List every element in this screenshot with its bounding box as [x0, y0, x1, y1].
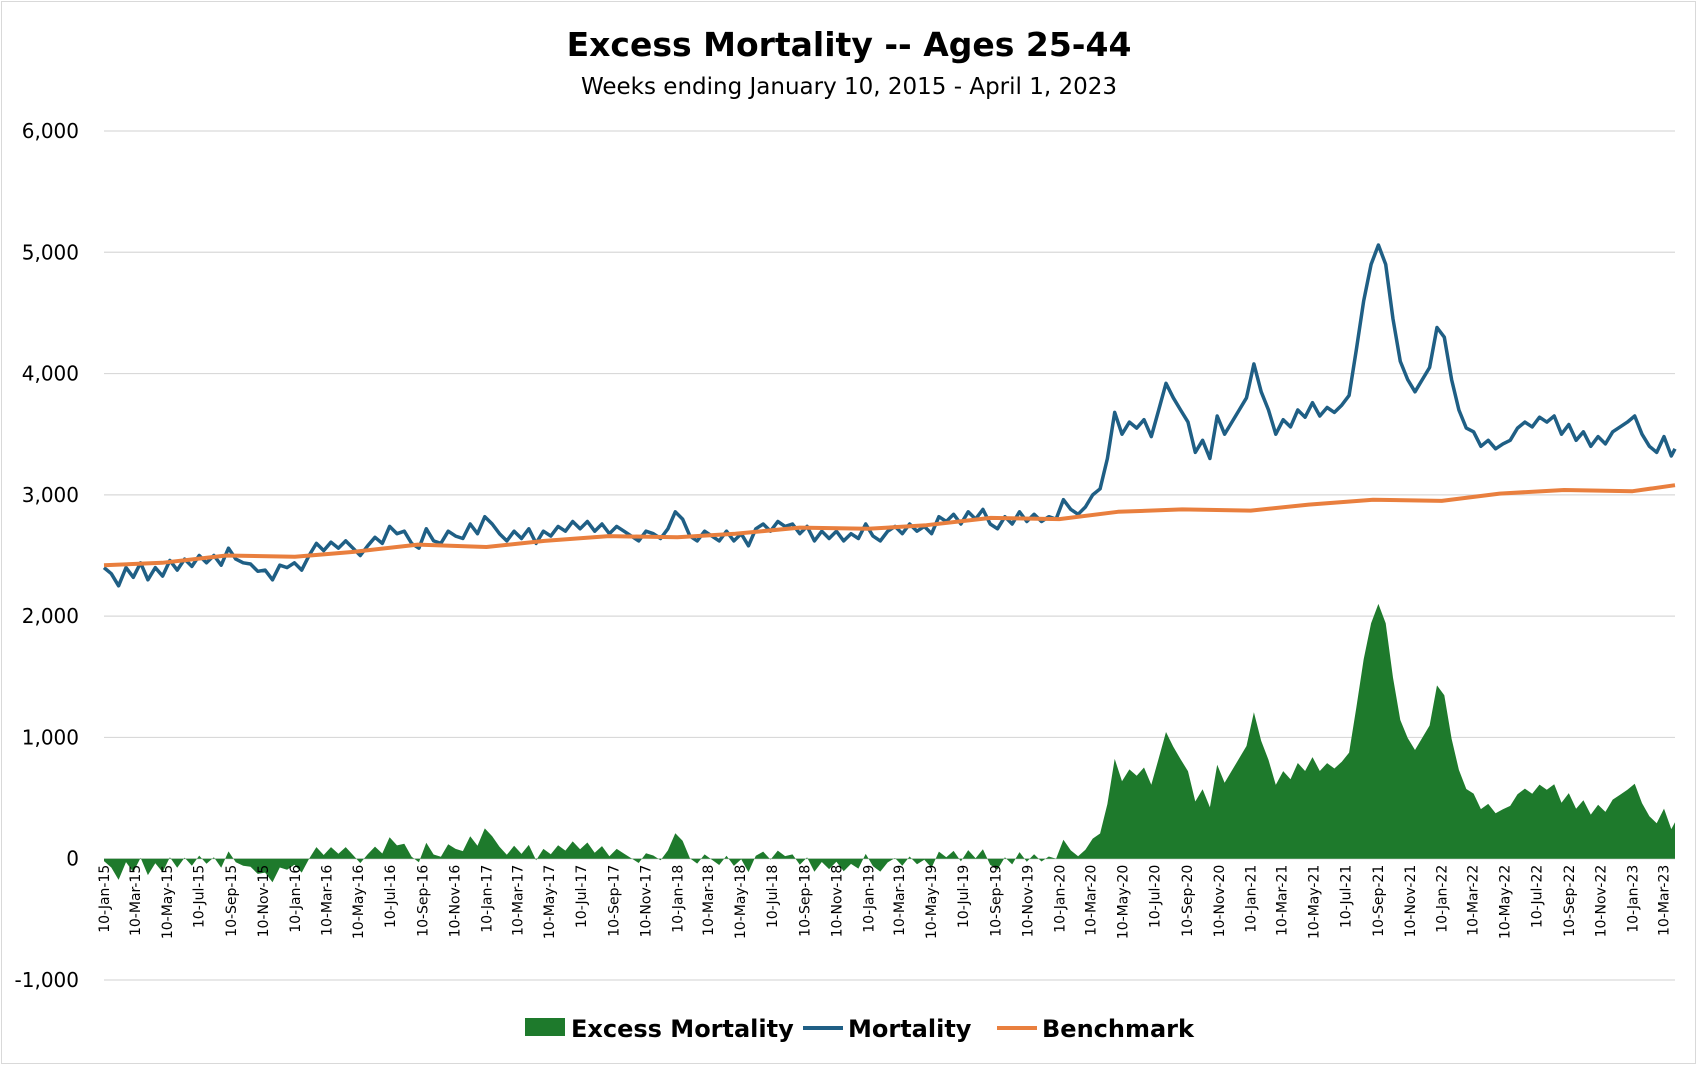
x-tick-label: 10-Jul-20 — [1148, 865, 1164, 928]
x-tick-label: 10-Jan-19 — [861, 865, 877, 933]
x-tick-label: 10-Jul-22 — [1529, 865, 1545, 928]
y-tick-label: 6,000 — [22, 119, 79, 143]
legend-label-benchmark: Benchmark — [1042, 1015, 1195, 1043]
x-tick-label: 10-May-19 — [924, 865, 940, 939]
x-tick-label: 10-Nov-22 — [1594, 865, 1610, 938]
gridlines — [104, 130, 1675, 981]
x-tick-label: 10-Nov-21 — [1403, 865, 1419, 938]
x-tick-label: 10-May-15 — [160, 865, 176, 939]
x-tick-label: 10-Jul-19 — [956, 865, 972, 928]
y-tick-label: 5,000 — [22, 240, 79, 264]
x-tick-label: 10-Sep-22 — [1562, 865, 1578, 937]
x-tick-label: 10-May-16 — [351, 865, 367, 940]
chart-title: Excess Mortality -- Ages 25-44 — [567, 25, 1132, 64]
y-tick-label: -1,000 — [15, 968, 79, 992]
x-tick-label: 10-Sep-20 — [1180, 865, 1196, 937]
x-tick-label: 10-May-18 — [733, 865, 749, 939]
excess-mortality-area-group — [104, 603, 1675, 883]
x-tick-label: 10-Jan-22 — [1435, 865, 1451, 933]
y-tick-label: 0 — [66, 847, 79, 871]
chart-subtitle: Weeks ending January 10, 2015 - April 1,… — [581, 74, 1117, 100]
benchmark-line — [103, 483, 1676, 568]
x-tick-label: 10-Mar-18 — [701, 865, 717, 936]
x-tick-label: 10-Jul-17 — [574, 865, 590, 928]
x-tick-label: 10-Sep-19 — [988, 865, 1004, 937]
excess-mortality-area — [104, 603, 1675, 883]
legend-label-excess-mortality: Excess Mortality — [571, 1015, 794, 1043]
x-tick-label: 10-Sep-15 — [224, 865, 240, 937]
x-tick-label: 10-Mar-21 — [1275, 865, 1291, 936]
x-tick-label: 10-Nov-18 — [829, 865, 845, 938]
line-series-group — [102, 243, 1677, 588]
x-tick-label: 10-Jan-23 — [1626, 865, 1642, 933]
x-tick-label: 10-Sep-16 — [416, 865, 432, 937]
x-tick-label: 10-Nov-19 — [1020, 865, 1036, 938]
x-tick-label: 10-Sep-17 — [607, 865, 623, 937]
x-tick-label: 10-Jul-16 — [383, 865, 399, 928]
x-tick-label: 10-Sep-18 — [798, 865, 814, 937]
legend: Excess Mortality Mortality Benchmark — [525, 1015, 1195, 1043]
x-tick-label: 10-May-21 — [1307, 865, 1323, 939]
x-tick-label: 10-Jan-16 — [288, 865, 304, 933]
x-tick-label: 10-Mar-15 — [128, 865, 144, 936]
x-tick-label: 10-Nov-15 — [256, 865, 272, 938]
mortality-line — [102, 243, 1677, 588]
x-tick-label: 10-Nov-17 — [639, 865, 655, 938]
x-tick-label: 10-May-17 — [542, 865, 558, 939]
legend-label-mortality: Mortality — [848, 1015, 972, 1043]
x-tick-label: 10-Jul-15 — [192, 865, 208, 928]
x-tick-label: 10-Mar-23 — [1657, 865, 1673, 936]
y-tick-label: 2,000 — [22, 604, 79, 628]
x-tick-label: 10-Nov-16 — [448, 865, 464, 938]
y-axis-ticks: -1,000 0 1,000 2,000 3,000 4,000 5,000 6,000 — [15, 119, 79, 992]
x-tick-label: 10-Sep-21 — [1371, 865, 1387, 937]
x-tick-label: 10-May-20 — [1116, 865, 1132, 939]
y-tick-label: 3,000 — [22, 483, 79, 507]
x-tick-label: 10-Jan-17 — [479, 865, 495, 933]
y-tick-label: 4,000 — [22, 362, 79, 386]
x-tick-label: 10-Jan-15 — [97, 865, 113, 933]
legend-swatch-excess-mortality — [525, 1018, 565, 1036]
x-tick-label: 10-Mar-19 — [892, 865, 908, 936]
x-tick-label: 10-Jul-18 — [765, 865, 781, 928]
x-tick-label: 10-Mar-17 — [510, 865, 526, 936]
x-tick-label: 10-Mar-22 — [1466, 865, 1482, 936]
x-tick-label: 10-Mar-16 — [319, 865, 335, 936]
x-tick-label: 10-Nov-20 — [1212, 865, 1228, 938]
x-tick-label: 10-Jan-21 — [1244, 865, 1260, 933]
x-tick-label: 10-Jan-20 — [1052, 865, 1068, 933]
x-tick-label: 10-May-22 — [1498, 865, 1514, 939]
x-tick-label: 10-Jul-21 — [1338, 865, 1354, 928]
x-tick-label: 10-Jan-18 — [670, 865, 686, 933]
y-tick-label: 1,000 — [22, 725, 79, 749]
x-tick-label: 10-Mar-20 — [1084, 865, 1100, 936]
x-axis-ticks: 10-Jan-15 10-Mar-15 10-May-15 10-Jul-15 10-S… — [97, 865, 1673, 940]
